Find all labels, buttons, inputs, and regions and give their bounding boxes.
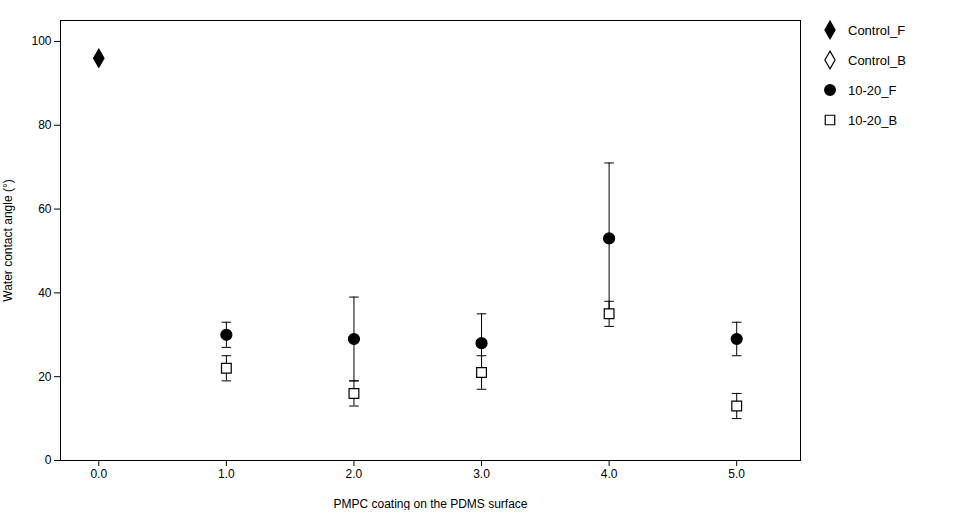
svg-text:4.0: 4.0: [601, 467, 618, 481]
svg-text:3.0: 3.0: [473, 467, 490, 481]
svg-text:100: 100: [31, 34, 51, 48]
svg-text:60: 60: [38, 202, 52, 216]
svg-text:0.0: 0.0: [90, 467, 107, 481]
html-text:Control_B: Control_B: [848, 52, 906, 68]
svg-text:40: 40: [38, 286, 52, 300]
svg-text:0: 0: [45, 453, 52, 467]
svg-text:Water contact angle (°): Water contact angle (°): [1, 179, 15, 301]
svg-text:PMPC coating on the PDMS surfa: PMPC coating on the PDMS surface: [333, 497, 527, 511]
svg-text:5.0: 5.0: [728, 467, 745, 481]
html-text:10-20_F: 10-20_F: [848, 82, 897, 98]
html-text:10-20_B: 10-20_B: [848, 112, 898, 128]
svg-text:2.0: 2.0: [346, 467, 363, 481]
svg-text:1.0: 1.0: [218, 467, 235, 481]
svg-text:20: 20: [38, 370, 52, 384]
html-text:Control_F: Control_F: [848, 22, 906, 38]
svg-text:80: 80: [38, 118, 52, 132]
